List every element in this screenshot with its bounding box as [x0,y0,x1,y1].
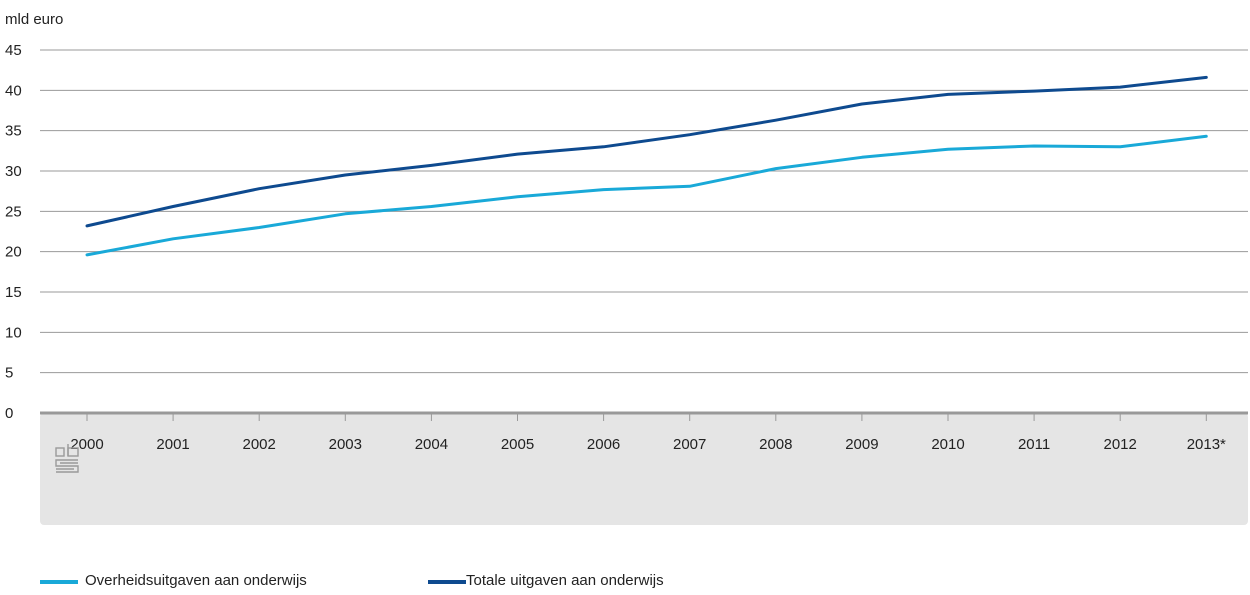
x-tick-label: 2003 [329,436,362,453]
series-line-2 [87,77,1206,226]
series-line-1 [87,136,1206,255]
x-tick-label: 2002 [243,436,276,453]
series-lines [87,77,1207,255]
y-tick-label: 5 [5,365,13,382]
x-tick-label: 2005 [501,436,534,453]
x-tick-label: 2006 [587,436,620,453]
legend-label: Overheidsuitgaven aan onderwijs [85,572,307,589]
x-tick-label: 2004 [415,436,448,453]
grid-lines [40,50,1248,373]
legend-swatch [40,580,78,584]
y-tick-label: 30 [5,163,22,180]
y-axis-ticks: 0 5 10 15 20 25 30 35 40 45 [5,42,22,422]
y-tick-label: 40 [5,82,22,99]
legend: Overheidsuitgaven aan onderwijs Totale ui… [40,572,664,589]
x-tick-label: 2012 [1104,436,1137,453]
x-tick-label: 2011 [1018,436,1050,453]
y-tick-label: 0 [5,405,13,422]
y-tick-label: 45 [5,42,22,59]
x-tick-label: 2008 [759,436,792,453]
y-tick-label: 25 [5,203,22,220]
y-tick-label: 35 [5,123,22,140]
legend-swatch [428,580,466,584]
legend-label: Totale uitgaven aan onderwijs [466,572,664,589]
y-tick-label: 10 [5,324,22,341]
x-tick-label: 2001 [156,436,189,453]
y-tick-label: 20 [5,244,22,261]
x-tick-label: 2010 [931,436,964,453]
x-tick-label: 2007 [673,436,706,453]
x-tick-label: 2000 [70,436,103,453]
x-tick-label: 2013* [1187,436,1226,453]
y-axis-label: mld euro [5,11,63,28]
y-tick-label: 15 [5,284,22,301]
x-tick-label: 2009 [845,436,878,453]
x-axis-band [40,413,1248,525]
